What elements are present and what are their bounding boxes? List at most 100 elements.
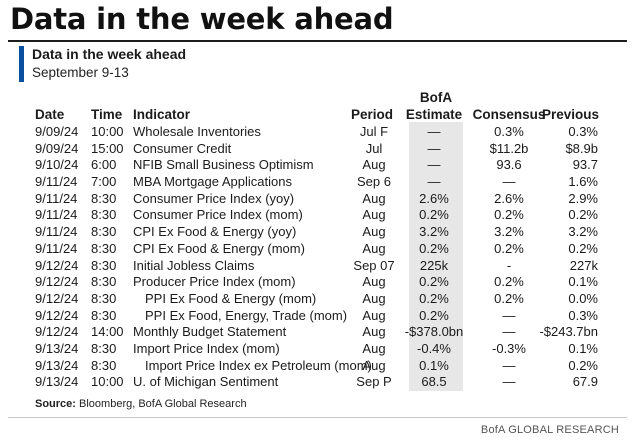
headline: Data in the week ahead — [10, 2, 394, 36]
cell-bofa-estimate: 0.1% — [419, 357, 449, 373]
table-row: 9/12/24 8:30 Producer Price Index (mom) Aug… — [0, 274, 635, 291]
cell-indicator: Producer Price Index (mom) — [133, 274, 296, 290]
cell-date: 9/13/24 — [35, 374, 79, 390]
cell-period: Sep P — [356, 374, 392, 390]
table-row: 9/11/24 8:30 Consumer Price Index (mom) Aug… — [0, 207, 635, 224]
cell-date: 9/13/24 — [35, 357, 79, 373]
cell-time: 8:30 — [91, 240, 117, 256]
cell-period: Sep 07 — [353, 257, 395, 273]
cell-previous: 0.0% — [568, 290, 598, 306]
cell-previous: 0.1% — [568, 340, 598, 356]
cell-consensus: — — [502, 174, 516, 190]
cell-date: 9/12/24 — [35, 257, 79, 273]
cell-consensus: 0.2% — [494, 274, 524, 290]
cell-consensus: — — [502, 374, 516, 390]
cell-period: Aug — [362, 207, 386, 223]
cell-period: Jul — [365, 140, 383, 156]
cell-consensus: 0.2% — [494, 240, 524, 256]
source-label: Source: — [35, 398, 76, 410]
cell-bofa-estimate: 68.5 — [421, 374, 447, 390]
cell-time: 15:00 — [91, 140, 124, 156]
cell-time: 8:30 — [91, 224, 117, 240]
cell-date: 9/11/24 — [35, 240, 78, 256]
cell-indicator: Monthly Budget Statement — [133, 324, 287, 340]
cell-indicator: NFIB Small Business Optimism — [133, 157, 314, 173]
cell-previous: 0.2% — [568, 240, 598, 256]
cell-period: Aug — [362, 307, 386, 323]
cell-period: Sep 6 — [357, 174, 391, 190]
cell-time: 8:30 — [91, 190, 117, 206]
cell-bofa-estimate: — — [427, 174, 441, 190]
cell-date: 9/10/24 — [35, 157, 79, 173]
cell-bofa-estimate: 0.2% — [419, 274, 449, 290]
table-row: 9/13/24 10:00 U. of Michigan Sentiment Sep … — [0, 374, 635, 391]
cell-bofa-estimate: 3.2% — [419, 224, 449, 240]
cell-consensus: — — [502, 357, 516, 373]
accent-bar — [19, 46, 24, 82]
cell-time: 8:30 — [91, 340, 117, 356]
cell-previous: 93.7 — [572, 157, 598, 173]
cell-previous: 0.2% — [568, 357, 598, 373]
table-row: 9/13/24 8:30 Import Price Index (mom) Aug -0… — [0, 341, 635, 358]
header-indicator: Indicator — [133, 107, 191, 122]
cell-indicator: PPI Ex Food & Energy (mom) — [145, 290, 317, 306]
footer-divider — [8, 417, 627, 418]
cell-date: 9/12/24 — [35, 274, 79, 290]
table-row: 9/12/24 14:00 Monthly Budget Statement Aug -… — [0, 324, 635, 341]
cell-date: 9/11/24 — [35, 207, 78, 223]
cell-previous: 2.9% — [568, 190, 598, 206]
header-date: Date — [35, 107, 65, 122]
cell-bofa-estimate: 2.6% — [419, 190, 449, 206]
cell-previous: 0.2% — [568, 207, 598, 223]
cell-date: 9/11/24 — [35, 224, 78, 240]
date-range: September 9-13 — [32, 65, 129, 80]
cell-period: Aug — [362, 240, 386, 256]
cell-indicator: CPI Ex Food & Energy (yoy) — [133, 224, 297, 240]
table-row: 9/12/24 8:30 Initial Jobless Claims Sep 07 2… — [0, 258, 635, 275]
cell-previous: 227k — [569, 257, 598, 273]
cell-indicator: MBA Mortgage Applications — [133, 174, 292, 190]
cell-date: 9/12/24 — [35, 290, 79, 306]
cell-bofa-estimate: — — [427, 157, 441, 173]
table-row: 9/11/24 7:00 MBA Mortgage Applications Sep … — [0, 174, 635, 191]
cell-indicator: CPI Ex Food & Energy (mom) — [133, 240, 305, 256]
cell-previous: 0.3% — [568, 307, 598, 323]
cell-date: 9/12/24 — [35, 307, 79, 323]
cell-consensus: — — [502, 324, 516, 340]
table-row: 9/11/24 8:30 CPI Ex Food & Energy (yoy) Aug… — [0, 224, 635, 241]
cell-indicator: Wholesale Inventories — [133, 124, 261, 139]
cell-period: Aug — [362, 224, 386, 240]
cell-previous: 1.6% — [568, 174, 598, 190]
header-period: Period — [350, 107, 394, 122]
table-row: 9/10/24 6:00 NFIB Small Business Optimism A… — [0, 157, 635, 174]
cell-period: Aug — [362, 357, 386, 373]
cell-consensus: 0.2% — [494, 290, 524, 306]
cell-indicator: Initial Jobless Claims — [133, 257, 255, 273]
source-text: Bloomberg, BofA Global Research — [75, 398, 247, 410]
cell-bofa-estimate: -$378.0bn — [404, 324, 464, 340]
cell-bofa-estimate: -0.4% — [417, 340, 451, 356]
table-row: 9/12/24 8:30 PPI Ex Food & Energy (mom) Aug… — [0, 291, 635, 308]
table-title: Data in the week ahead — [32, 46, 187, 62]
table-row: 9/13/24 8:30 Import Price Index ex Petrole… — [0, 358, 635, 375]
cell-previous: $8.9b — [565, 140, 598, 156]
cell-consensus: 3.2% — [494, 224, 524, 240]
cell-consensus: 0.2% — [494, 207, 524, 223]
cell-period: Aug — [362, 340, 386, 356]
cell-time: 8:30 — [91, 307, 117, 323]
cell-period: Jul F — [359, 124, 389, 139]
cell-consensus: $11.2b — [489, 140, 529, 156]
table-row: 9/11/24 8:30 Consumer Price Index (yoy) Aug… — [0, 191, 635, 208]
cell-date: 9/09/24 — [35, 124, 79, 139]
cell-date: 9/11/24 — [35, 190, 78, 206]
cell-previous: -$243.7bn — [539, 324, 598, 340]
cell-time: 6:00 — [91, 157, 117, 173]
cell-consensus: 2.6% — [494, 190, 524, 206]
source-note: Source: Bloomberg, BofA Global Research — [35, 398, 247, 410]
cell-previous: 0.3% — [568, 124, 598, 139]
cell-indicator: Consumer Price Index (yoy) — [133, 190, 295, 206]
cell-bofa-estimate: 0.2% — [419, 240, 449, 256]
cell-consensus: - — [506, 257, 512, 273]
header-consensus: Consensus — [472, 107, 546, 122]
cell-date: 9/11/24 — [35, 174, 78, 190]
